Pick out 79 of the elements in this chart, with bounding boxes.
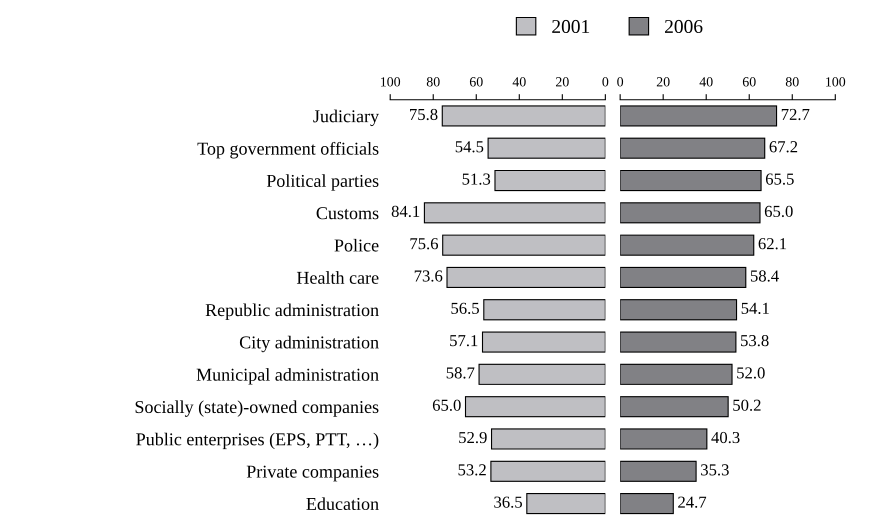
- x-tick-label: 60: [470, 77, 483, 87]
- data-label: 65.0: [432, 400, 461, 411]
- bar: [478, 364, 606, 385]
- data-label: 62.1: [758, 238, 786, 250]
- x-tick-label: 100: [381, 77, 400, 87]
- bar: [620, 170, 762, 192]
- data-label: 51.3: [462, 173, 490, 185]
- bar: [526, 493, 606, 514]
- bar: [442, 234, 606, 256]
- y-tick-label: City administration: [240, 336, 379, 352]
- bar: [482, 331, 606, 353]
- bar: [446, 266, 606, 288]
- data-label: 58.4: [750, 270, 779, 282]
- data-label: 84.1: [392, 206, 420, 218]
- bar: [424, 202, 606, 224]
- bar: [620, 460, 697, 482]
- data-label: 65.5: [766, 173, 794, 185]
- bar: [494, 170, 606, 192]
- bar: [490, 428, 606, 450]
- y-tick-label: Education: [306, 497, 379, 510]
- data-label: 56.5: [451, 302, 479, 314]
- bar: [442, 105, 606, 126]
- bar: [620, 138, 766, 159]
- x-tick-label: 20: [556, 77, 569, 87]
- bar: [488, 138, 606, 159]
- x-tick-label: 100: [826, 77, 846, 87]
- data-label: 54.1: [742, 302, 769, 314]
- data-label: 75.6: [410, 238, 438, 250]
- bar: [490, 460, 606, 482]
- y-tick-label: Customs: [316, 207, 378, 220]
- data-label: 75.8: [410, 108, 438, 120]
- bar: [620, 331, 736, 353]
- x-tick-label: 80: [786, 77, 799, 87]
- y-tick-label: Private companies: [246, 466, 378, 482]
- data-label: 50.2: [733, 400, 761, 411]
- bar: [620, 202, 761, 224]
- data-label: 73.6: [414, 270, 442, 282]
- bar: [620, 364, 733, 385]
- data-label: 54.5: [456, 141, 484, 152]
- x-tick-label: 80: [426, 77, 440, 87]
- bar: [464, 396, 606, 418]
- legend-label: 2006: [665, 20, 702, 34]
- y-tick-label: Public enterprises (EPS, PTT, …): [136, 432, 378, 450]
- data-label: 57.1: [450, 335, 478, 346]
- y-tick-label: Municipal administration: [196, 368, 379, 384]
- data-label: 67.2: [770, 141, 798, 152]
- data-label: 53.2: [458, 464, 486, 476]
- data-label: 72.7: [782, 108, 810, 120]
- y-tick-label: Police: [334, 238, 378, 252]
- y-tick-label: Republic administration: [206, 303, 379, 320]
- data-label: 35.3: [701, 464, 729, 476]
- x-tick-label: 40: [512, 77, 526, 87]
- legend-label: 2001: [552, 20, 590, 34]
- y-tick-label: Judiciary: [313, 110, 380, 126]
- y-tick-label: Top government officials: [197, 142, 378, 158]
- data-label: 52.9: [459, 432, 487, 444]
- data-label: 36.5: [494, 496, 522, 508]
- bar: [620, 234, 754, 256]
- bar: [620, 299, 738, 320]
- bar: [620, 493, 674, 514]
- y-tick-label: Health care: [296, 271, 378, 284]
- bar: [620, 105, 778, 126]
- x-tick-label: 0: [617, 77, 624, 87]
- x-tick-label: 60: [742, 77, 756, 87]
- data-label: 24.7: [678, 496, 706, 508]
- x-tick-label: 20: [656, 77, 670, 87]
- data-label: 65.0: [764, 206, 793, 218]
- y-tick-label: Socially (state)-owned companies: [136, 400, 378, 417]
- data-label: 52.0: [737, 367, 765, 379]
- x-tick-label: 40: [700, 77, 713, 87]
- bar: [620, 396, 729, 418]
- data-label: 58.7: [446, 367, 474, 379]
- bar: [483, 299, 606, 320]
- data-label: 53.8: [741, 334, 769, 346]
- bar: [620, 428, 708, 450]
- data-label: 40.3: [711, 432, 740, 444]
- bar: [620, 266, 746, 288]
- y-tick-label: Political parties: [266, 174, 378, 191]
- x-tick-label: 0: [602, 77, 608, 87]
